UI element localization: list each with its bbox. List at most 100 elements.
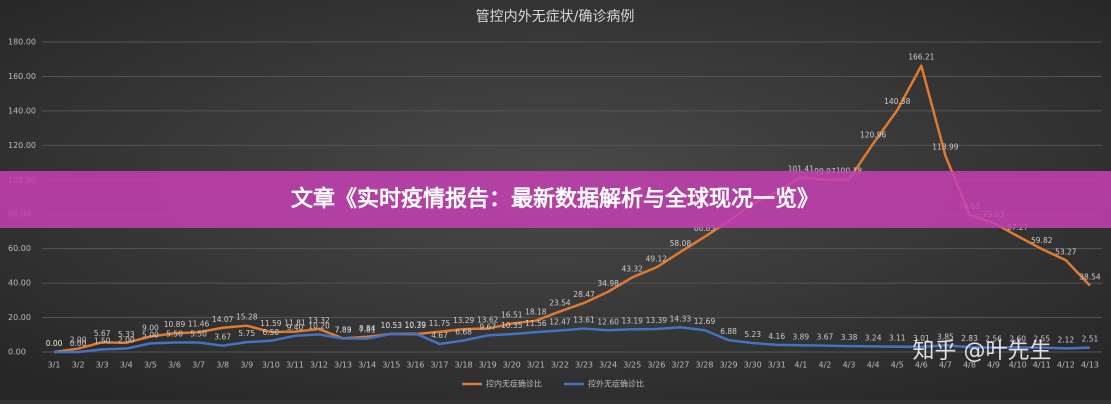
data-label: 5.50 [166,330,183,339]
banner-text: 文章《实时疫情报告：最新数据解析与全球现况一览》 [291,186,819,212]
data-label: 11.59 [260,319,282,328]
x-tick-label: 3/28 [696,361,714,370]
data-label: 49.12 [646,254,668,263]
data-label: 10.89 [164,320,186,329]
x-tick-label: 3/10 [262,361,280,370]
data-label: 6.68 [455,327,472,336]
data-label: 12.60 [597,317,619,326]
x-tick-label: 3/23 [575,361,593,370]
x-tick-label: 3/30 [744,361,762,370]
data-label: 6.88 [720,327,737,336]
x-tick-label: 4/1 [794,361,807,370]
data-label: 18.18 [525,308,547,317]
x-tick-label: 3/21 [527,361,545,370]
x-tick-label: 3/24 [599,361,617,370]
x-tick-label: 4/13 [1081,361,1099,370]
data-label: 10.53 [381,321,403,330]
y-tick-label: 0.00 [8,348,26,357]
x-tick-label: 3/13 [334,361,352,370]
data-label: 38.54 [1079,273,1101,282]
x-tick-label: 4/10 [1009,361,1027,370]
data-label: 2.56 [985,335,1002,344]
data-label: 166.21 [908,53,934,62]
x-tick-label: 3/15 [382,361,400,370]
data-label: 15.28 [236,313,258,322]
data-label: 10.20 [308,321,330,330]
data-label: 7.83 [335,326,352,335]
x-tick-label: 3/27 [671,361,689,370]
data-label: 7.89 [335,325,352,334]
data-label: 3.11 [889,334,906,343]
x-tick-label: 4/5 [891,361,904,370]
data-label: 3.67 [214,333,231,342]
x-tick-label: 4/6 [915,361,928,370]
data-label: 2.55 [1033,335,1050,344]
data-label: 10.39 [405,321,427,330]
data-label: 100.18 [836,166,862,175]
data-label: 13.61 [573,316,595,325]
data-label: 53.27 [1055,247,1077,256]
x-tick-label: 4/9 [987,361,1000,370]
x-tick-label: 3/6 [168,361,181,370]
x-tick-label: 3/4 [120,361,133,370]
data-label: 5.23 [744,330,761,339]
x-tick-label: 3/26 [647,361,665,370]
data-label: 101.41 [788,164,814,173]
series-line [54,326,1090,354]
data-label: 14.33 [670,314,692,323]
watermark: 知乎 @叶先生 [913,339,1052,364]
data-label: 66.83 [694,224,716,233]
data-label: 2.83 [961,334,978,343]
x-tick-label: 3/31 [768,361,786,370]
data-label: 3.38 [841,333,858,342]
data-label: 113.99 [932,143,958,152]
y-tick-label: 140.00 [8,106,36,115]
data-label: 9.67 [479,322,496,331]
data-label: 6.50 [263,328,280,337]
x-tick-label: 3/22 [551,361,569,370]
x-tick-label: 4/3 [843,361,856,370]
data-label: 2.00 [70,336,87,345]
data-label: 5.33 [118,330,135,339]
data-label: 140.38 [884,97,910,106]
data-label: 11.46 [188,319,210,328]
x-tick-label: 4/11 [1033,361,1051,370]
y-tick-label: 160.00 [8,72,36,81]
data-label: 3.24 [865,333,882,342]
data-label: 12.69 [694,317,716,326]
data-label: 5.00 [142,330,159,339]
data-label: 11.75 [429,319,451,328]
x-tick-label: 3/14 [358,361,376,370]
data-label: 58.08 [670,239,692,248]
data-label: 10.79 [405,320,427,329]
data-label: 5.75 [238,329,255,338]
y-tick-label: 120.00 [8,141,36,150]
data-label: 13.32 [308,316,330,325]
y-tick-label: 20.00 [8,313,31,322]
data-label: 0.00 [46,339,63,348]
x-tick-label: 4/2 [819,361,832,370]
data-label: 14.07 [212,315,234,324]
data-label: 0.00 [70,339,87,348]
data-label: 13.62 [477,316,499,325]
data-label: 4.16 [768,332,785,341]
data-label: 2.60 [1009,335,1026,344]
data-label: 5.67 [94,329,111,338]
data-label: 1.50 [94,336,111,345]
data-label: 4.67 [431,331,448,340]
x-tick-label: 4/4 [867,361,880,370]
x-tick-label: 3/12 [310,361,328,370]
data-label: 3.85 [937,332,954,341]
chart-title: 管控内外无症状/确诊病例 [476,9,635,25]
x-tick-label: 4/8 [963,361,976,370]
x-tick-label: 3/29 [720,361,738,370]
x-tick-label: 4/12 [1057,361,1075,370]
x-tick-label: 3/2 [72,361,85,370]
data-label: 13.19 [621,316,643,325]
x-tick-label: 3/5 [144,361,157,370]
x-tick-label: 3/17 [431,361,449,370]
data-label: 59.82 [1031,236,1053,245]
data-label: 11.56 [525,319,547,328]
x-tick-label: 4/7 [939,361,952,370]
